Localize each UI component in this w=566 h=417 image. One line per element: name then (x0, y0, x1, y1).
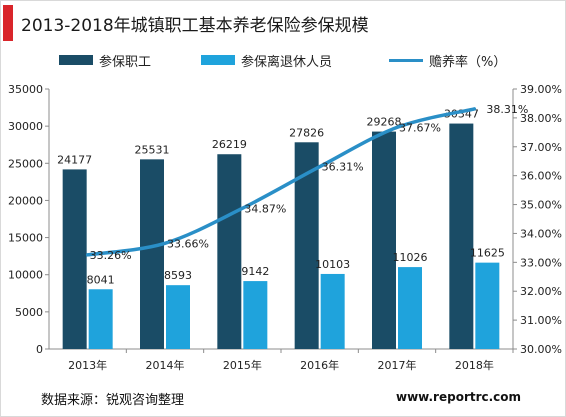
point-dependency-ratio (395, 125, 399, 129)
y-tick-label-left: 15000 (8, 232, 43, 245)
x-tick-label: 2017年 (378, 358, 417, 372)
data-label-retirees: 9142 (241, 265, 269, 278)
source-note: 数据来源：锐观咨询整理 (41, 393, 185, 408)
bar-retirees (243, 281, 268, 349)
bar-retirees (320, 273, 345, 349)
bar-retirees (166, 285, 190, 349)
bar-workers (217, 154, 242, 349)
y-tick-label-right: 37.00% (520, 141, 562, 154)
point-dependency-ratio (240, 206, 244, 210)
chart-plot: 0 5000 10000 15000 20000 25000 30000 35000 30.00… (8, 83, 562, 372)
data-label-workers: 25531 (135, 143, 170, 156)
x-tick-label: 2018年 (455, 358, 494, 372)
point-dependency-ratio (86, 253, 90, 257)
bar-workers (372, 131, 396, 349)
data-label-retirees: 8041 (87, 273, 115, 286)
title-accent-bar (3, 5, 13, 41)
y-tick-label-right: 33.00% (520, 256, 562, 269)
bar-workers (140, 159, 164, 349)
point-dependency-ratio (163, 241, 167, 245)
data-label-retirees: 11026 (393, 251, 428, 264)
data-label-workers: 29268 (367, 116, 402, 129)
data-label-workers: 26219 (212, 138, 247, 151)
x-tick-label: 2014年 (146, 358, 185, 372)
bar-workers (449, 123, 474, 349)
y-tick-label-right: 35.00% (520, 199, 562, 212)
x-tick-label: 2016年 (300, 358, 339, 372)
line-dependency-ratio (85, 107, 477, 257)
chart-title: 2013-2018年城镇职工基本养老保险参保规模 (21, 16, 369, 36)
data-label-dependency-ratio: 33.26% (90, 249, 132, 262)
y-tick-label-left: 30000 (8, 120, 43, 133)
y-tick-label-left: 5000 (15, 306, 43, 319)
y-tick-label-right: 38.00% (520, 112, 562, 125)
website-label: www.reportrc.com (396, 390, 522, 404)
data-label-dependency-ratio: 34.87% (244, 202, 286, 215)
y-tick-label-left: 20000 (8, 194, 43, 207)
bar-retirees (398, 267, 422, 349)
y-tick-label-left: 0 (36, 343, 43, 356)
x-tick-label: 2015年 (223, 358, 262, 372)
y-tick-label-right: 36.00% (520, 170, 562, 183)
data-label-dependency-ratio: 38.31% (486, 103, 528, 116)
y-tick-label-right: 34.00% (520, 227, 562, 240)
legend-line-dependency-ratio (389, 59, 423, 62)
data-label-retirees: 8593 (164, 269, 192, 282)
legend-swatch-retirees (201, 55, 235, 65)
data-label-workers: 27826 (289, 126, 324, 139)
y-tick-label-right: 32.00% (520, 285, 562, 298)
data-label-dependency-ratio: 33.66% (167, 237, 209, 250)
point-dependency-ratio (318, 165, 322, 169)
y-tick-label-left: 25000 (8, 157, 43, 170)
data-label-dependency-ratio: 37.67% (399, 121, 441, 134)
y-tick-label-right: 30.00% (520, 343, 562, 356)
y-tick-label-right: 39.00% (520, 83, 562, 96)
data-label-retirees: 11625 (470, 247, 505, 260)
y-tick-label-right: 31.00% (520, 314, 562, 327)
data-label-retirees: 10103 (315, 258, 350, 271)
bar-retirees (475, 262, 500, 349)
y-tick-label-left: 35000 (8, 83, 43, 96)
data-label-dependency-ratio: 36.31% (322, 161, 364, 174)
data-label-workers: 24177 (57, 153, 92, 166)
x-tick-label: 2013年 (68, 358, 107, 372)
bar-retirees (88, 289, 113, 349)
legend-label-dependency-ratio: 赡养率（%） (429, 55, 507, 70)
legend-swatch-workers (59, 55, 93, 65)
y-tick-label-left: 10000 (8, 269, 43, 282)
point-dependency-ratio (472, 107, 476, 111)
legend-label-workers: 参保职工 (99, 55, 152, 70)
bar-workers (62, 169, 87, 349)
legend-label-retirees: 参保离退休人员 (241, 55, 333, 70)
